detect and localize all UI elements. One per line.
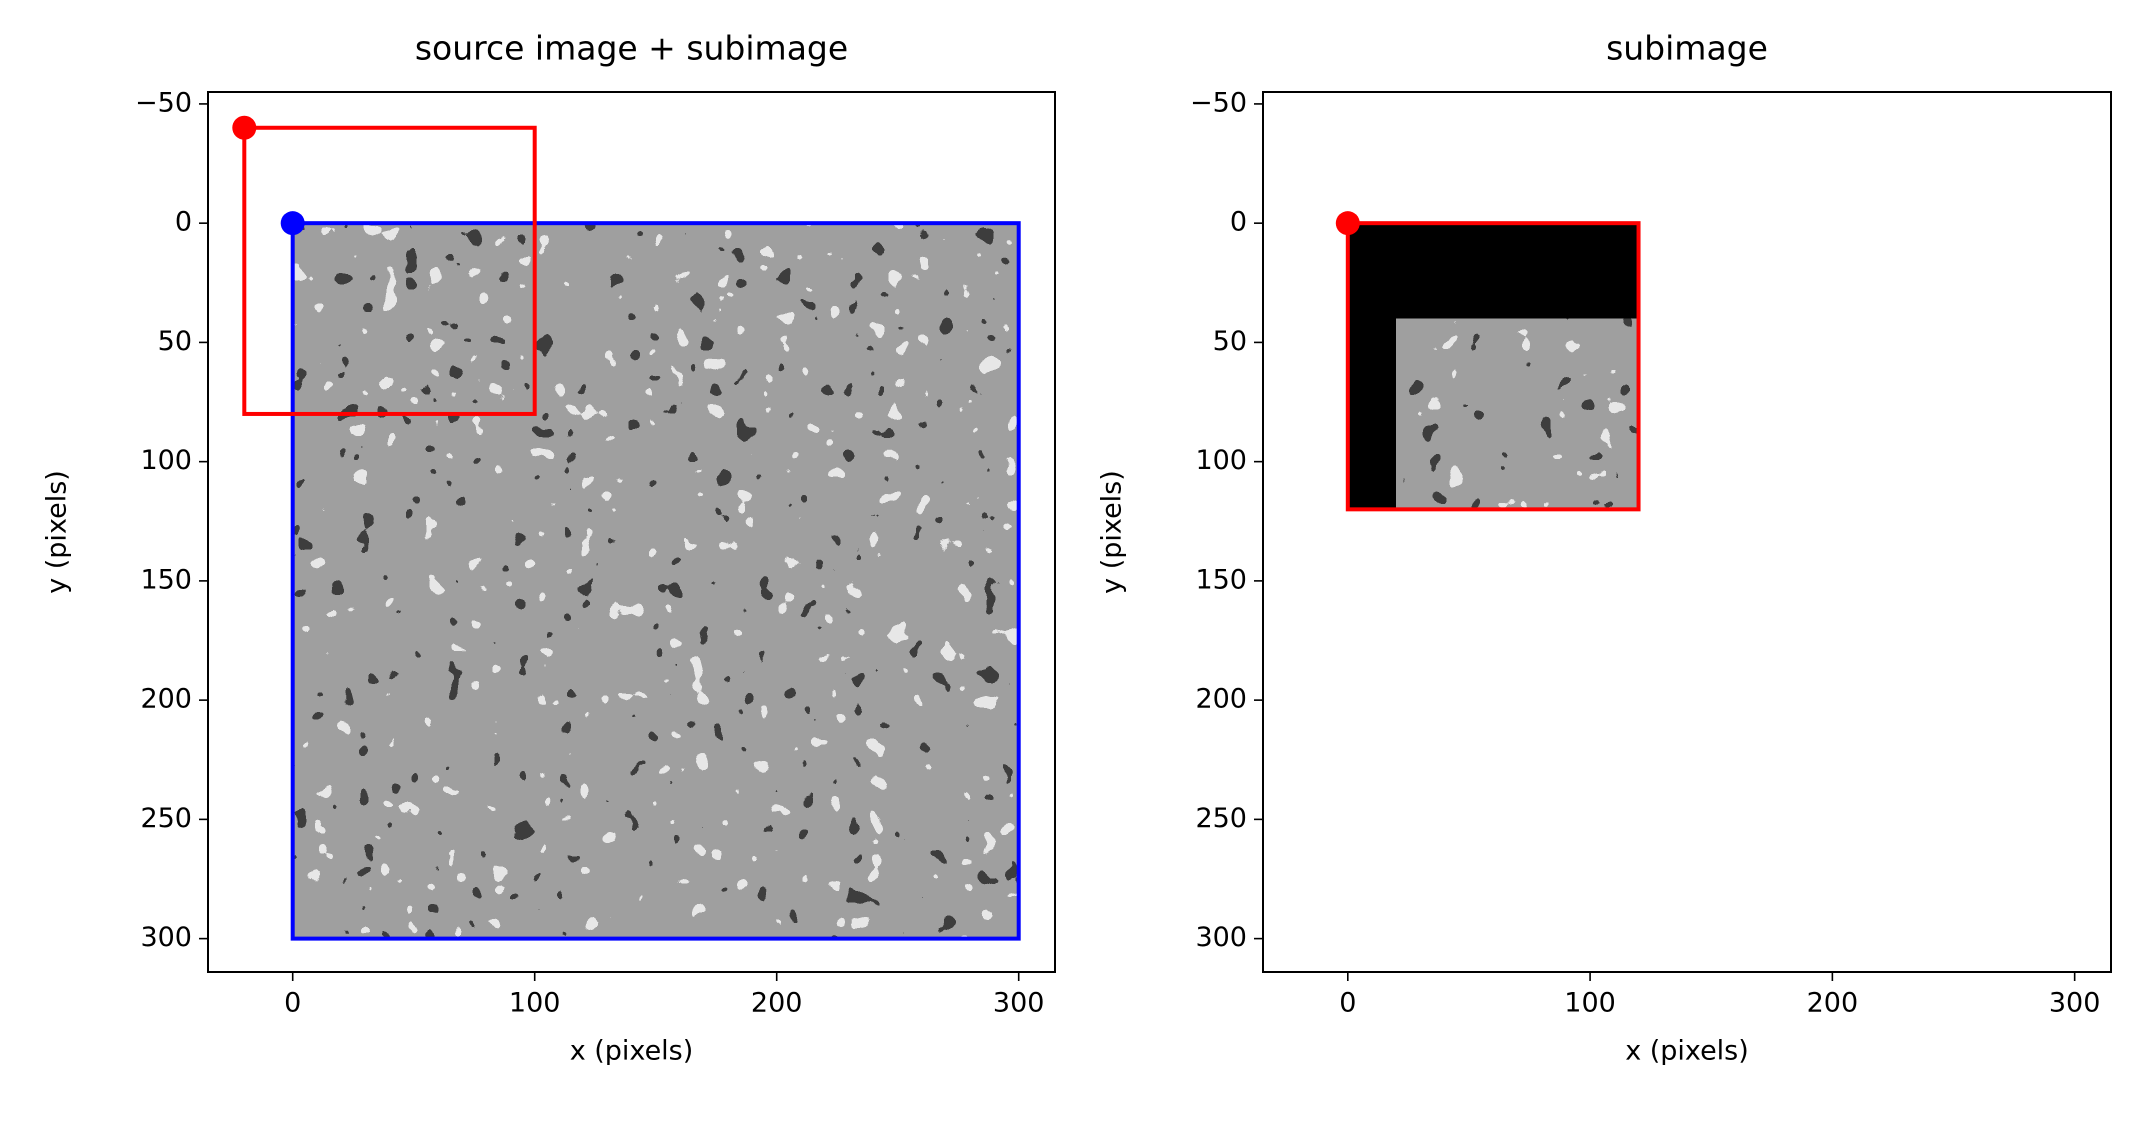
y-tick-label: 250	[140, 803, 192, 834]
x-tick-label: 0	[1339, 988, 1356, 1019]
y-tick-label: −50	[135, 87, 192, 118]
x-tick-label: 100	[509, 988, 561, 1019]
point	[232, 115, 257, 140]
outline-rect	[290, 221, 1021, 941]
y-tick-label: 50	[1213, 326, 1247, 357]
x-tick-label: 300	[993, 988, 1045, 1019]
y-tick-label: 150	[1195, 564, 1247, 595]
image	[292, 223, 1019, 939]
axes: 0 100 200 300 −50 0 50 100 150 200 250 300 source im…	[42, 29, 1056, 1067]
axes-frame	[1262, 91, 2112, 973]
y-tick-label: 250	[1195, 803, 1247, 834]
x-tick-label: 200	[1807, 988, 1859, 1019]
y-tick-label: 200	[140, 684, 192, 715]
y-tick-label: 0	[1230, 207, 1247, 238]
y-tick-label: 300	[140, 922, 192, 953]
x-tick-label: 300	[2049, 988, 2101, 1019]
x-axis-label: x (pixels)	[570, 1036, 694, 1067]
outline-rect	[242, 125, 537, 416]
y-tick-label: 300	[1195, 922, 1247, 953]
y-tick-label: 0	[175, 207, 192, 238]
image	[1396, 318, 1639, 510]
x-tick-label: 200	[751, 988, 803, 1019]
y-tick-label: 100	[140, 445, 192, 476]
x-axis-label: x (pixels)	[1625, 1036, 1749, 1067]
chart-title: subimage	[1606, 29, 1768, 68]
y-axis-label: y (pixels)	[1097, 470, 1128, 594]
y-tick-label: −50	[1190, 87, 1247, 118]
y-tick-label: 100	[1195, 445, 1247, 476]
x-tick-label: 100	[1564, 988, 1616, 1019]
y-tick-label: 50	[158, 326, 192, 357]
axes-frame	[207, 91, 1056, 973]
x-tick-label: 0	[284, 988, 301, 1019]
point	[280, 211, 305, 236]
plot-area	[1335, 211, 1641, 512]
y-tick-label: 150	[140, 564, 192, 595]
y-axis-label: y (pixels)	[42, 470, 73, 594]
axes: 0 100 200 300 −50 0 50 100 150 200 250 300 subimage x…	[1097, 29, 2112, 1067]
chart-title: source image + subimage	[415, 29, 848, 68]
plot-area	[232, 115, 1021, 941]
point	[1335, 211, 1360, 236]
y-tick-label: 200	[1195, 684, 1247, 715]
outline-rect	[1345, 221, 1641, 512]
